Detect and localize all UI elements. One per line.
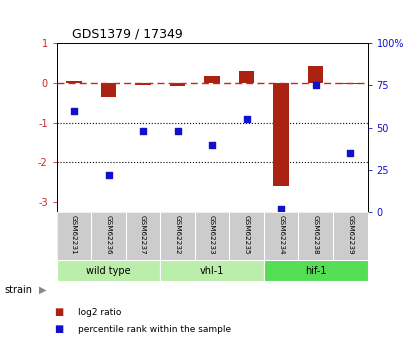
Bar (101, 83, 116, 97)
Bar (273, 83, 289, 186)
Text: GDS1379 / 17349: GDS1379 / 17349 (72, 28, 183, 41)
Bar (308, 66, 323, 83)
Text: log2 ratio: log2 ratio (78, 308, 121, 317)
Text: ■: ■ (55, 307, 64, 317)
Point (278, 206, 284, 211)
Bar (342, 83, 358, 84)
Bar (205, 76, 220, 83)
Point (105, 172, 112, 178)
Bar (66, 81, 82, 83)
Bar (135, 83, 151, 85)
Text: GSM62236: GSM62236 (105, 215, 111, 254)
Text: wild type: wild type (86, 266, 131, 276)
Text: GSM62234: GSM62234 (278, 215, 284, 254)
Text: strain: strain (4, 285, 32, 295)
Point (140, 128, 147, 134)
Text: vhl-1: vhl-1 (200, 266, 224, 276)
Text: GSM62239: GSM62239 (347, 215, 353, 254)
Bar (57, 260, 160, 281)
Bar (264, 260, 368, 281)
Text: GSM62235: GSM62235 (244, 215, 249, 254)
Text: GSM62233: GSM62233 (209, 215, 215, 254)
Text: percentile rank within the sample: percentile rank within the sample (78, 325, 231, 334)
Text: GSM62238: GSM62238 (313, 215, 319, 254)
Text: ■: ■ (55, 325, 64, 334)
Text: ▶: ▶ (39, 285, 46, 295)
Point (209, 142, 215, 147)
Point (174, 128, 181, 134)
Text: GSM62237: GSM62237 (140, 215, 146, 254)
Point (312, 82, 319, 88)
Bar (160, 260, 264, 281)
Text: GSM62231: GSM62231 (71, 215, 77, 254)
Point (347, 150, 354, 156)
Point (71, 108, 77, 114)
Point (243, 116, 250, 122)
Bar (239, 71, 255, 83)
Text: hif-1: hif-1 (305, 266, 326, 276)
Text: GSM62232: GSM62232 (175, 215, 181, 254)
Bar (170, 83, 185, 86)
